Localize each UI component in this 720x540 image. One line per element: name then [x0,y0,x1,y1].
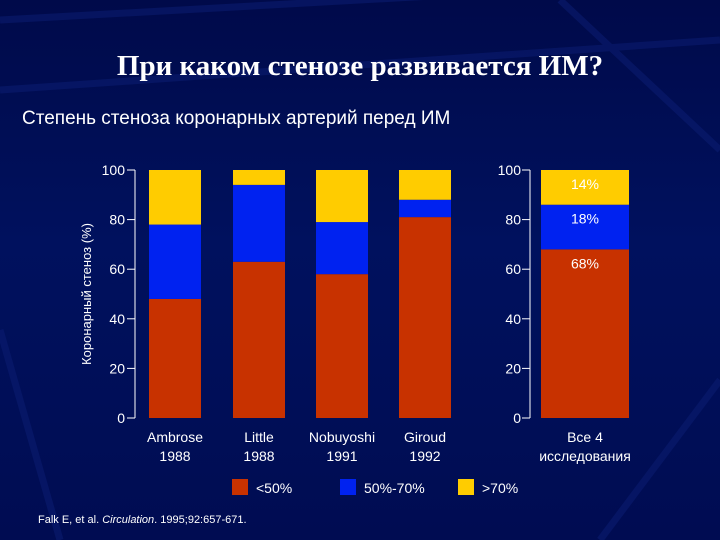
left-y-tick-label: 60 [109,261,125,277]
legend-label: <50% [256,480,292,496]
legend-label: >70% [482,480,518,496]
left-bar-segment [316,222,368,275]
left-bar-segment [316,274,368,418]
left-y-tick-label: 40 [109,311,125,327]
left-category-label: 1992 [409,448,440,464]
right-y-tick-label: 20 [505,360,521,376]
left-bar-segment [399,217,451,418]
left-category-label: 1991 [326,448,357,464]
legend-swatch [340,479,356,495]
left-category-label: 1988 [243,448,274,464]
left-category-label: Little [244,429,274,445]
citation: Falk E, et al. Circulation. 1995;92:657-… [38,514,247,526]
left-y-tick-label: 80 [109,212,125,228]
left-category-label: Giroud [404,429,446,445]
left-category-label: 1988 [159,448,190,464]
citation-rest: 1995;92:657-671. [160,514,247,526]
left-bar-segment [399,170,451,200]
left-bar-segment [233,170,285,185]
left-y-tick-label: 0 [117,410,125,426]
right-data-label: 68% [571,255,599,271]
citation-journal: Circulation [102,514,155,526]
left-y-tick-label: 20 [109,360,125,376]
right-y-tick-label: 80 [505,212,521,228]
left-bar-segment [399,199,451,218]
right-category-label: Все 4 [567,429,603,445]
left-category-label: Nobuyoshi [309,429,375,445]
legend-swatch [458,479,474,495]
y-axis-label: Коронарный стеноз (%) [79,223,94,365]
left-category-label: Ambrose [147,429,203,445]
right-category-label: исследования [539,448,631,464]
left-bar-segment [233,184,285,262]
right-bar-segment [541,249,629,418]
slide-subtitle: Степень стеноза коронарных артерий перед… [22,108,451,129]
citation-punct: . [154,514,158,526]
slide-title: При каком стенозе развивается ИМ? [116,50,604,82]
left-bar-segment [149,298,201,418]
right-bar-segment [541,204,629,250]
right-y-tick-label: 100 [498,162,522,178]
right-data-label: 18% [571,211,599,227]
left-bar-segment [149,224,201,299]
left-bar-segment [149,170,201,225]
right-y-tick-label: 60 [505,261,521,277]
right-bar-segment [541,170,629,205]
right-y-tick-label: 0 [513,410,521,426]
left-y-tick-label: 100 [102,162,126,178]
legend-label: 50%-70% [364,480,425,496]
left-bar-segment [233,261,285,418]
legend-swatch [232,479,248,495]
right-data-label: 14% [571,176,599,192]
citation-authors: Falk E, et al. [38,514,100,526]
right-y-tick-label: 40 [505,311,521,327]
left-bar-segment [316,170,368,223]
